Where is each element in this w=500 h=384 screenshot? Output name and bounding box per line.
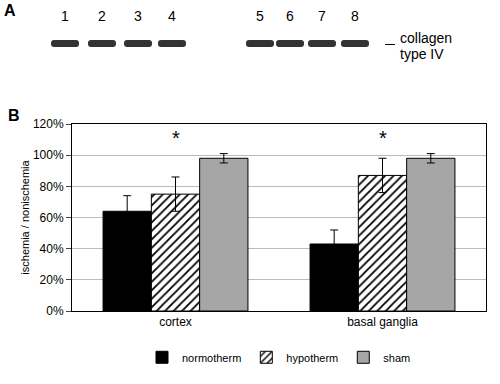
svg-text:80%: 80%: [40, 180, 64, 194]
svg-text:normotherm: normotherm: [182, 352, 241, 364]
html-text:A: A: [4, 2, 16, 19]
html-text:4: 4: [168, 8, 176, 24]
html-text:5: 5: [256, 8, 264, 24]
html-text:6: 6: [286, 8, 294, 24]
svg-text:basal ganglia: basal ganglia: [347, 315, 418, 329]
svg-text:60%: 60%: [40, 211, 64, 225]
html-text:8: 8: [351, 8, 359, 24]
svg-text:100%: 100%: [33, 148, 64, 162]
html-text:3: 3: [134, 8, 142, 24]
html-text:7: 7: [318, 8, 326, 24]
html-text:2: 2: [98, 8, 106, 24]
html-text:1: 1: [61, 8, 69, 24]
html-text:collagen type IV: collagen type IV: [400, 30, 453, 62]
svg-text:ischemia / nonischemia: ischemia / nonischemia: [19, 159, 31, 274]
svg-text:40%: 40%: [40, 242, 64, 256]
svg-text:*: *: [172, 127, 180, 149]
svg-text:B: B: [8, 107, 20, 124]
svg-text:120%: 120%: [33, 117, 64, 131]
svg-text:hypotherm: hypotherm: [286, 352, 338, 364]
svg-text:0%: 0%: [46, 304, 64, 318]
svg-text:cortex: cortex: [159, 315, 192, 329]
svg-text:*: *: [379, 127, 387, 149]
svg-text:sham: sham: [383, 352, 410, 364]
svg-text:20%: 20%: [40, 273, 64, 287]
